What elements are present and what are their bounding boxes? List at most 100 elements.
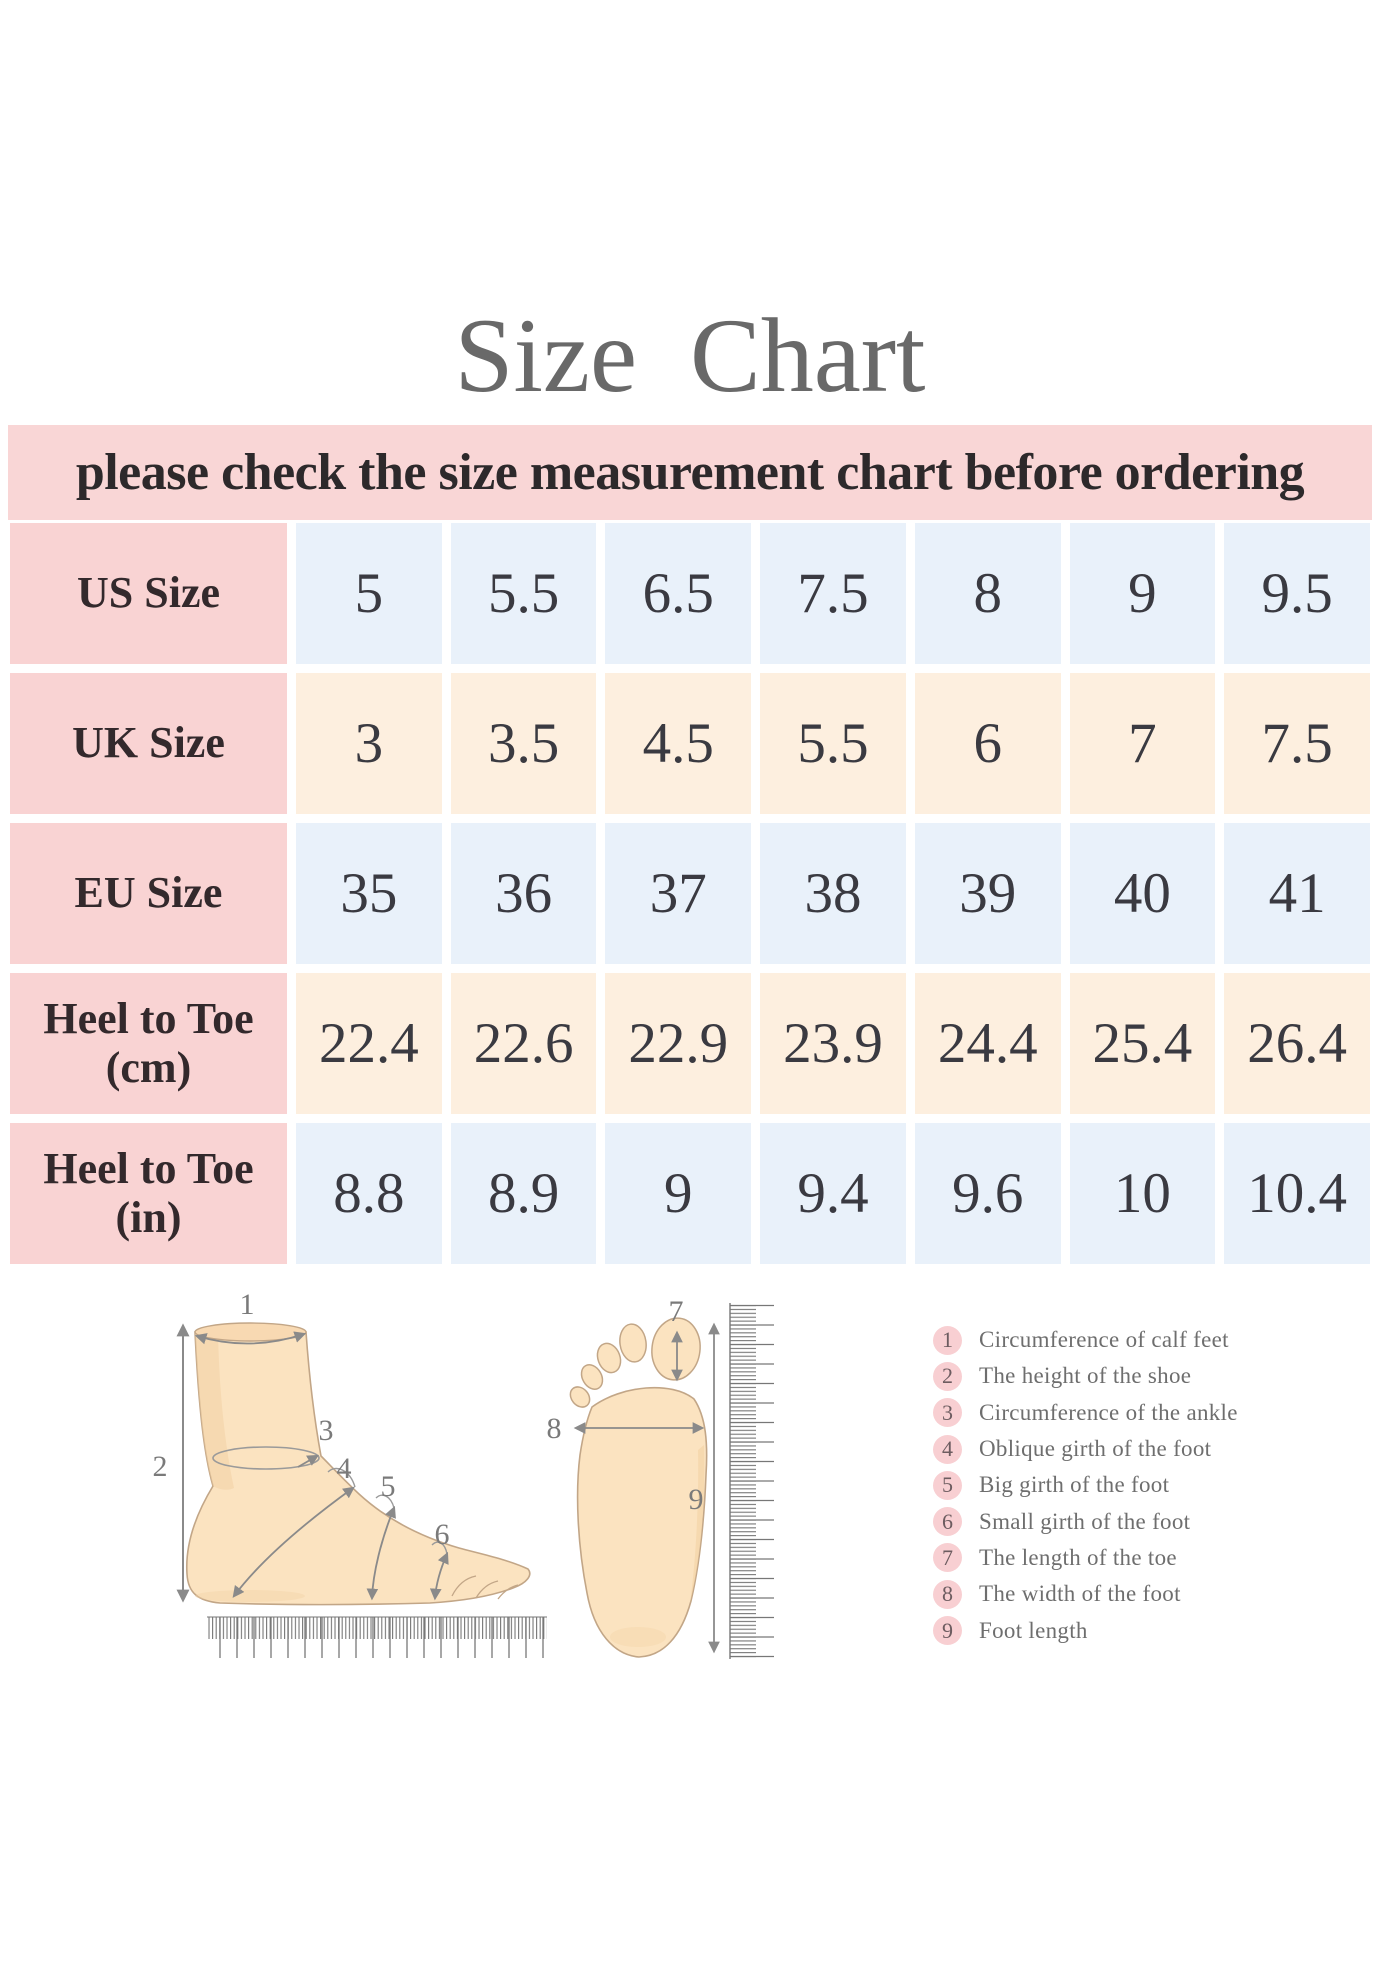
legend-number-badge: 3 [933, 1398, 962, 1428]
row-header-text: Heel to Toe [43, 994, 254, 1044]
sole-foot-diagram: 7 8 9 [547, 1295, 774, 1659]
table-cell: 5 [296, 523, 442, 664]
table-cell: 26.4 [1224, 973, 1370, 1114]
notice-banner-text: please check the size measurement chart … [75, 444, 1305, 501]
row-header-heel-toe-cm: Heel to Toe (cm) [10, 973, 287, 1114]
legend-item-7: 7 The length of the toe [933, 1540, 1238, 1576]
row-header-us-size: US Size [10, 523, 287, 664]
notice-banner: please check the size measurement chart … [8, 425, 1372, 520]
row-header-text: Heel to Toe [43, 1144, 254, 1194]
table-cell: 8.8 [296, 1123, 442, 1264]
row-header-unit: (in) [115, 1192, 182, 1242]
table-cell: 22.4 [296, 973, 442, 1114]
vertical-ruler [729, 1303, 774, 1659]
size-table: US Size 5 5.5 6.5 7.5 8 9 9.5 UK Size 3 … [10, 523, 1370, 1264]
sole-shading [690, 1445, 705, 1603]
marker-1: 1 [240, 1290, 255, 1321]
table-cell: 9.5 [1224, 523, 1370, 664]
measure-3-arrow [297, 1454, 320, 1468]
heel-shading [195, 1590, 305, 1602]
legend-number-badge: 1 [933, 1325, 962, 1355]
page-title: Size Chart [454, 297, 926, 414]
legend-label: Oblique girth of the foot [979, 1436, 1212, 1462]
row-header-unit: (cm) [105, 1042, 192, 1092]
marker-7: 7 [669, 1295, 684, 1328]
table-cell: 9 [605, 1123, 752, 1264]
legend-label: The width of the foot [979, 1581, 1181, 1607]
measure-6-loop [431, 1541, 448, 1555]
table-cell: 10.4 [1224, 1123, 1370, 1264]
measure-5-loop [375, 1494, 395, 1509]
table-cell: 9.4 [760, 1123, 906, 1264]
table-cell: 3.5 [450, 673, 597, 814]
marker-2: 2 [153, 1450, 168, 1483]
legend-label: Circumference of the ankle [979, 1399, 1238, 1425]
marker-4: 4 [337, 1452, 352, 1485]
table-cell: 24.4 [914, 973, 1061, 1114]
table-cell: 37 [605, 823, 752, 964]
legend-item-2: 2 The height of the shoe [933, 1358, 1238, 1394]
legend-number-badge: 2 [933, 1361, 962, 1391]
legend-number-badge: 4 [933, 1434, 962, 1464]
table-cell: 5.5 [450, 523, 597, 664]
horizontal-ruler [207, 1616, 547, 1658]
legend-item-9: 9 Foot length [933, 1612, 1238, 1648]
sole-outline [576, 1386, 708, 1658]
marker-6: 6 [435, 1518, 450, 1551]
table-cell: 4.5 [605, 673, 752, 814]
marker-3: 3 [319, 1414, 334, 1447]
table-cell: 39 [914, 823, 1061, 964]
row-header-heel-toe-in: Heel to Toe (in) [10, 1123, 287, 1264]
marker-8: 8 [547, 1412, 562, 1445]
legend-item-1: 1 Circumference of calf feet [933, 1322, 1238, 1358]
row-header-text: UK Size [72, 718, 225, 768]
table-cell: 5.5 [760, 673, 906, 814]
row-header-text: EU Size [74, 868, 223, 918]
measure-6-arrow [429, 1551, 449, 1601]
table-cell: 9 [1069, 523, 1216, 664]
legend-label: Foot length [979, 1617, 1088, 1643]
legend-label: The length of the toe [979, 1544, 1177, 1570]
toe-2 [619, 1323, 647, 1363]
table-cell: 22.9 [605, 973, 752, 1114]
legend-number-badge: 7 [933, 1543, 962, 1573]
table-cell: 8.9 [450, 1123, 597, 1264]
measure-1-arrow [194, 1331, 307, 1345]
table-cell: 38 [760, 823, 906, 964]
table-cell: 25.4 [1069, 973, 1216, 1114]
legend-number-badge: 5 [933, 1470, 962, 1500]
legend-label: Big girth of the foot [979, 1472, 1170, 1498]
table-cell: 10 [1069, 1123, 1216, 1264]
measure-5-arrow [366, 1505, 396, 1601]
legend-item-5: 5 Big girth of the foot [933, 1467, 1238, 1503]
legend-label: Circumference of calf feet [979, 1327, 1229, 1353]
table-cell: 35 [296, 823, 442, 964]
measure-4-arrow [232, 1486, 355, 1598]
legend-number-badge: 9 [933, 1616, 962, 1646]
table-cell: 41 [1224, 823, 1370, 964]
table-cell: 36 [450, 823, 597, 964]
table-cell: 22.6 [450, 973, 597, 1114]
legend-number-badge: 8 [933, 1579, 962, 1609]
measurement-legend: 1 Circumference of calf feet 2 The heigh… [933, 1322, 1238, 1649]
table-cell: 3 [296, 673, 442, 814]
legend-number-badge: 6 [933, 1507, 962, 1537]
toe-3 [596, 1342, 622, 1374]
table-cell: 7.5 [1224, 673, 1370, 814]
table-cell: 6 [914, 673, 1061, 814]
legend-item-6: 6 Small girth of the foot [933, 1503, 1238, 1539]
toe-lines [451, 1575, 519, 1600]
table-cell: 8 [914, 523, 1061, 664]
side-foot-outline [185, 1331, 531, 1606]
row-header-uk-size: UK Size [10, 673, 287, 814]
marker-5: 5 [381, 1470, 396, 1503]
measure-4-loop [327, 1467, 356, 1488]
row-header-eu-size: EU Size [10, 823, 287, 964]
table-cell: 23.9 [760, 973, 906, 1114]
legend-item-8: 8 The width of the foot [933, 1576, 1238, 1612]
toe-5 [569, 1386, 591, 1408]
toe-4 [580, 1364, 604, 1390]
table-cell: 9.6 [914, 1123, 1061, 1264]
legend-item-3: 3 Circumference of the ankle [933, 1395, 1238, 1431]
